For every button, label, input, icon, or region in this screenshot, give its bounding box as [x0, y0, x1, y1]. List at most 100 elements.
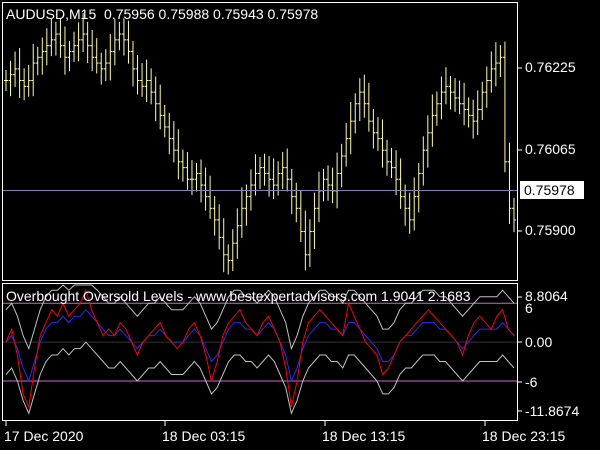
- price-bar: [135, 54, 140, 95]
- price-bar: [298, 190, 303, 242]
- price-tick-3: 0.75900: [525, 222, 576, 238]
- price-bar: [493, 42, 498, 87]
- time-tick-4: 18 Dec 23:15: [482, 428, 566, 444]
- price-bar: [466, 97, 471, 128]
- price-bar: [144, 59, 149, 103]
- price-bar: [35, 46, 40, 76]
- price-bar: [53, 21, 58, 56]
- symbol-label: AUDUSD,M15: [6, 6, 97, 22]
- price-bar: [180, 149, 185, 182]
- price-bar: [280, 151, 285, 190]
- price-bar: [185, 151, 190, 190]
- price-bar: [58, 18, 63, 58]
- price-bar: [484, 66, 489, 108]
- price-bar: [117, 21, 122, 51]
- price-bar: [457, 80, 462, 115]
- price-bar: [13, 51, 18, 87]
- indicator-window[interactable]: [2, 283, 518, 421]
- price-bar: [108, 34, 113, 81]
- price-bar: [475, 90, 480, 136]
- price-bar: [507, 142, 512, 224]
- price-bar: [389, 147, 394, 179]
- indicator-tick-min: -11.8674: [525, 403, 580, 419]
- indicator-tick-6: 6: [525, 300, 533, 316]
- price-bar: [22, 68, 27, 101]
- price-bar: [103, 49, 108, 82]
- time-tick-1: 17 Dec 2020: [4, 428, 84, 444]
- price-bar: [421, 136, 426, 186]
- price-bar: [353, 93, 358, 134]
- price-bar: [326, 165, 331, 201]
- price-bar: [412, 177, 417, 231]
- price-bar: [226, 244, 231, 275]
- price-bar: [26, 64, 31, 97]
- price-bar: [158, 84, 163, 130]
- price-bar: [289, 168, 294, 215]
- price-bar: [339, 143, 344, 188]
- price-bar: [434, 91, 439, 126]
- price-tick-1: 0.76225: [525, 59, 576, 75]
- price-bar: [126, 20, 131, 64]
- red-signal-line: [5, 288, 515, 409]
- price-bar: [253, 154, 258, 196]
- price-bar: [212, 196, 217, 236]
- price-bar: [140, 63, 145, 97]
- price-bar: [375, 117, 380, 151]
- price-bar: [285, 148, 290, 192]
- price-bar: [385, 139, 389, 176]
- price-bar: [8, 60, 13, 97]
- price-bar: [366, 82, 371, 132]
- price-bar: [267, 156, 272, 197]
- price-bar: [67, 41, 72, 72]
- price-bar: [44, 28, 49, 66]
- price-bar: [407, 192, 412, 234]
- price-bar: [398, 158, 403, 209]
- open-value: 0.75956: [104, 6, 155, 22]
- price-bar: [262, 153, 267, 186]
- price-window[interactable]: [2, 2, 518, 281]
- price-bar: [502, 41, 507, 173]
- price-bar: [31, 43, 36, 97]
- price-bar: [462, 82, 467, 126]
- price-bar: [425, 115, 430, 168]
- indicator-title: Overbought Oversold Levels - www.bestexp…: [6, 288, 471, 304]
- price-bar: [380, 119, 385, 168]
- price-bar: [276, 161, 281, 196]
- price-bar: [62, 26, 67, 75]
- price-bar: [362, 74, 367, 118]
- price-bar: [112, 18, 117, 66]
- price-bar: [121, 18, 126, 56]
- indicator-tick-0: 0.00: [525, 334, 553, 350]
- price-bar: [357, 78, 362, 122]
- price-bar: [194, 162, 199, 192]
- upper-band-line: [5, 284, 515, 351]
- price-bar: [443, 67, 448, 105]
- price-bar: [167, 113, 172, 155]
- close-value: 0.75978: [267, 6, 319, 22]
- time-tick-3: 18 Dec 13:15: [322, 428, 406, 444]
- price-bar: [348, 102, 353, 155]
- price-bar: [439, 76, 444, 120]
- price-bar: [244, 184, 249, 226]
- price-bar: [203, 167, 208, 211]
- price-bar: [72, 31, 77, 62]
- price-bar: [17, 47, 22, 98]
- price-bar: [90, 29, 95, 72]
- price-bar: [471, 99, 476, 139]
- price-bar: [235, 208, 240, 259]
- indicator-lines: [3, 284, 517, 416]
- price-bar: [512, 197, 516, 233]
- price-bar: [171, 121, 176, 163]
- price-bar: [221, 218, 226, 273]
- price-bar: [371, 108, 376, 149]
- price-bar: [303, 210, 308, 271]
- price-bar: [131, 41, 135, 87]
- price-bar: [258, 157, 262, 190]
- blue-signal-line: [5, 308, 515, 383]
- price-bar: [49, 18, 54, 57]
- price-bar: [40, 37, 45, 75]
- price-bar: [480, 81, 485, 121]
- price-bar: [307, 219, 312, 267]
- price-bar: [99, 52, 104, 85]
